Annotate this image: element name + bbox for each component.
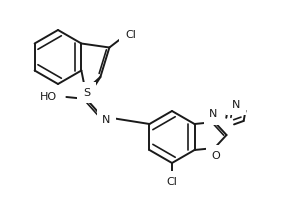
Text: S: S [83, 88, 90, 97]
Text: N: N [102, 115, 111, 125]
Text: O: O [211, 151, 220, 161]
Text: N: N [209, 109, 218, 119]
Text: HO: HO [40, 92, 58, 102]
Text: Cl: Cl [125, 31, 136, 40]
Text: Cl: Cl [167, 177, 177, 187]
Text: N: N [232, 100, 240, 110]
